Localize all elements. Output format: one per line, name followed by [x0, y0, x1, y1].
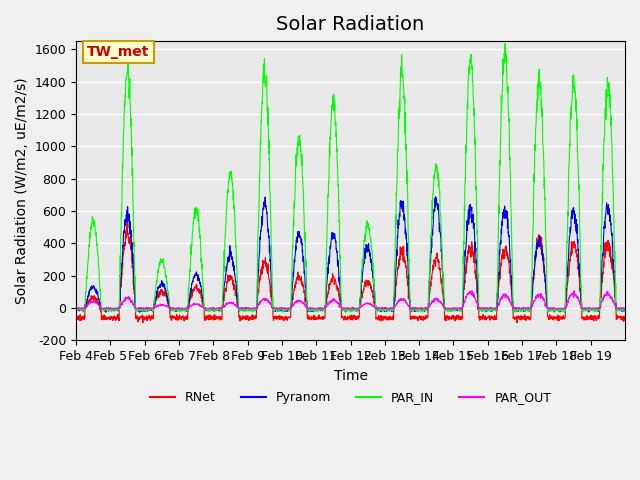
Pyranom — [384, 307, 392, 313]
Pyranom — [516, 306, 524, 312]
Pyranom — [621, 307, 629, 312]
Pyranom — [547, 307, 555, 313]
PAR_IN — [383, 306, 391, 312]
RNet — [384, 316, 392, 322]
PAR_IN — [127, 115, 135, 121]
PAR_OUT — [547, 306, 555, 312]
Pyranom — [127, 234, 135, 240]
PAR_OUT — [516, 306, 524, 312]
RNet — [516, 314, 524, 320]
PAR_IN — [72, 306, 80, 312]
PAR_OUT — [570, 288, 578, 294]
PAR_IN — [516, 307, 524, 313]
PAR_IN — [246, 307, 253, 312]
RNet — [621, 314, 629, 320]
PAR_OUT — [246, 306, 253, 312]
Line: Pyranom: Pyranom — [76, 197, 625, 312]
RNet — [246, 314, 253, 320]
Pyranom — [246, 307, 253, 312]
PAR_OUT — [127, 298, 135, 304]
PAR_IN — [511, 309, 519, 315]
RNet — [72, 313, 80, 319]
Text: TW_met: TW_met — [87, 45, 150, 59]
PAR_OUT — [172, 307, 180, 312]
PAR_OUT — [621, 306, 629, 312]
Pyranom — [72, 307, 80, 313]
RNet — [513, 320, 521, 326]
RNet — [547, 314, 555, 320]
PAR_IN — [614, 307, 621, 313]
Line: RNet: RNet — [76, 220, 625, 323]
PAR_OUT — [72, 306, 80, 312]
Legend: RNet, Pyranom, PAR_IN, PAR_OUT: RNet, Pyranom, PAR_IN, PAR_OUT — [145, 386, 556, 409]
Line: PAR_OUT: PAR_OUT — [76, 291, 625, 310]
RNet — [123, 217, 131, 223]
Pyranom — [614, 306, 621, 312]
Title: Solar Radiation: Solar Radiation — [276, 15, 425, 34]
PAR_OUT — [614, 306, 621, 312]
Pyranom — [432, 194, 440, 200]
Y-axis label: Solar Radiation (W/m2, uE/m2/s): Solar Radiation (W/m2, uE/m2/s) — [15, 77, 29, 304]
PAR_IN — [501, 41, 509, 47]
RNet — [614, 313, 621, 319]
RNet — [127, 248, 135, 253]
PAR_OUT — [384, 305, 392, 311]
X-axis label: Time: Time — [333, 369, 367, 383]
PAR_IN — [547, 306, 555, 312]
Pyranom — [136, 310, 143, 315]
Line: PAR_IN: PAR_IN — [76, 44, 625, 312]
PAR_IN — [621, 307, 629, 312]
